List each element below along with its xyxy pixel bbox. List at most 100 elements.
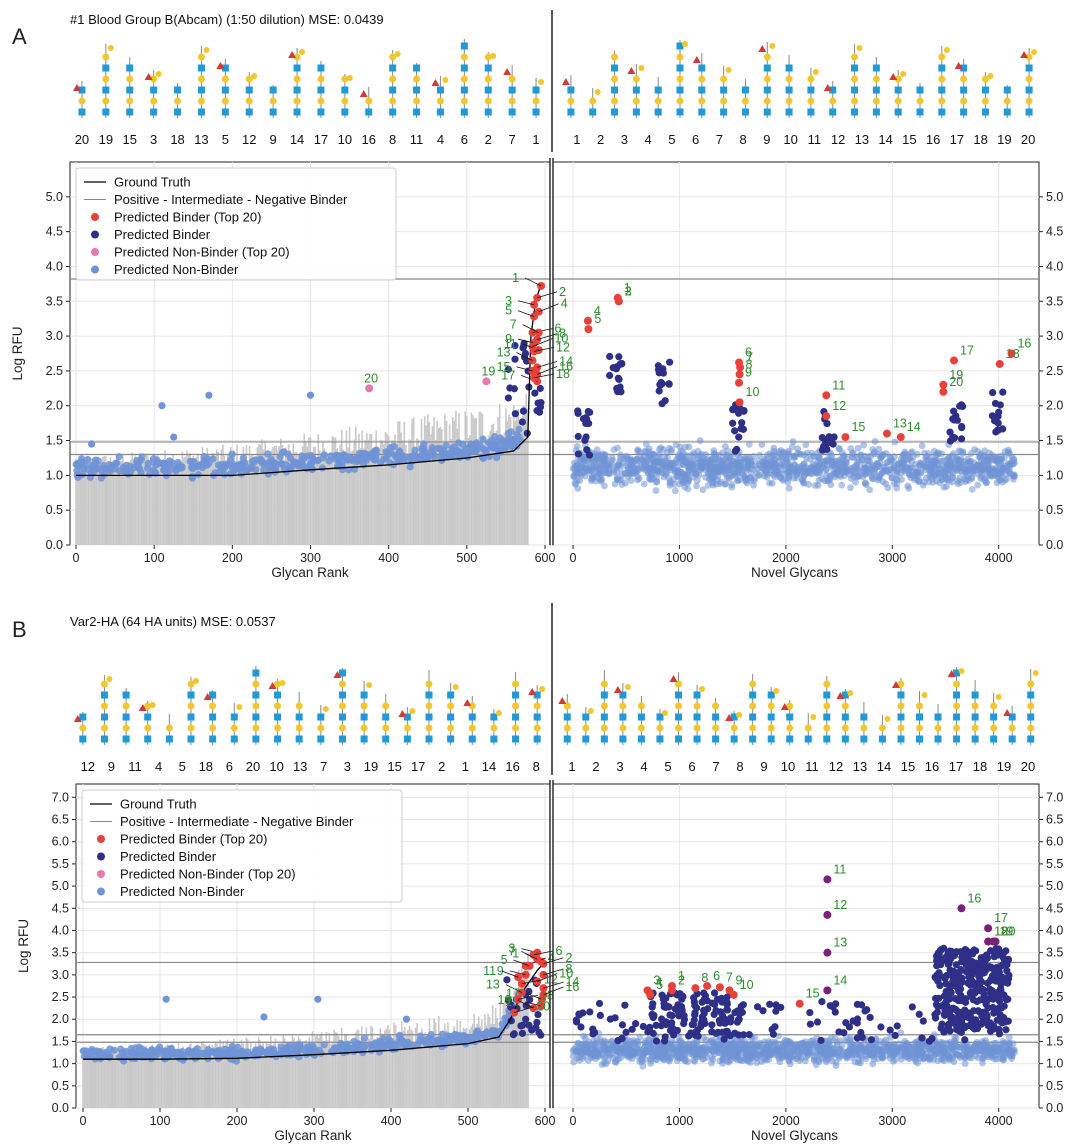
y-tick-label-right: 4.5 (1046, 225, 1063, 239)
x-axis-label-left: Glycan Rank (271, 565, 349, 580)
y-tick-label-right: 2.0 (1046, 1012, 1063, 1026)
glycan-circle (341, 97, 349, 105)
glycan-square (126, 86, 134, 94)
point-nonbinder (515, 425, 523, 433)
glycan-circle (611, 97, 619, 105)
point-nonbinder (857, 451, 865, 459)
glycan-circle (953, 724, 961, 732)
glycan-triangle (268, 682, 277, 689)
point-nonbinder (102, 1050, 110, 1058)
point-nonbinder (611, 480, 619, 488)
point-binder (574, 450, 582, 458)
point-nonbinder (967, 449, 975, 457)
glycan-square (252, 735, 260, 743)
point-nonbinder (192, 463, 201, 471)
point-nonbinder (871, 448, 878, 456)
y-tick-label-left: 5.0 (52, 879, 69, 893)
point-nonbinder (862, 465, 869, 472)
point-nonbinder (593, 466, 601, 474)
glycan-square (508, 86, 516, 94)
point-nonbinder (718, 478, 725, 486)
point-nonbinder (811, 481, 819, 489)
point-nonbinder (165, 457, 174, 465)
glycan-square (990, 735, 998, 743)
glycan-circle (563, 702, 571, 710)
point-nonbinder (572, 480, 580, 488)
y-tick-label-right: 2.5 (1046, 364, 1063, 378)
glycan-circle (600, 680, 608, 688)
glycan-triangle (558, 697, 567, 704)
glycan-square (851, 64, 859, 72)
point-nonbinder (399, 452, 407, 460)
point-binder (533, 406, 541, 415)
legend-swatch-dot (91, 265, 99, 274)
y-tick-label-left: 5.5 (52, 857, 69, 871)
point-nonbinder (170, 433, 178, 441)
glycan-circle (126, 75, 134, 83)
glycan-triangle (138, 704, 147, 711)
glycan-label: 11 (128, 759, 142, 774)
glycan-circle (102, 53, 110, 61)
point-nonbinder (255, 1048, 264, 1056)
point-nonbinder (1001, 447, 1009, 455)
glycan-square (589, 108, 597, 116)
glycan-circle (981, 75, 989, 83)
glycan-circle (656, 724, 664, 732)
y-tick-label-left: 4.5 (52, 901, 69, 915)
glycan-circle (447, 702, 455, 710)
glycan-square (698, 86, 706, 94)
glycan-square (693, 713, 701, 721)
glycan-square (460, 42, 468, 50)
annotation-label: 8 (559, 327, 566, 341)
point-nonbinder (515, 433, 523, 441)
glycan-square (785, 64, 793, 72)
point-nonbinder (320, 1041, 328, 1049)
glycan-circle (366, 682, 373, 688)
glycan-label: 12 (829, 759, 843, 774)
point-nonbinder (685, 443, 693, 451)
point-nonbinder (260, 466, 268, 474)
glycan-circle (841, 724, 849, 732)
point-nonbinder (358, 449, 367, 457)
glycan-circle (495, 710, 502, 716)
point-binder (584, 407, 592, 416)
annotation-label: 4 (561, 297, 568, 311)
point-nonbinder (973, 461, 981, 469)
point-nonbinder (876, 471, 884, 479)
point-nonbinder-top20 (482, 377, 491, 386)
glycan-circle (346, 75, 353, 81)
glycan-square (209, 691, 217, 699)
glycan-circle (252, 724, 260, 732)
glycan-label: 4 (155, 759, 162, 774)
glycan-circle (221, 97, 229, 105)
annotation-leader (517, 310, 535, 317)
glycan-triangle (692, 56, 701, 63)
annotation-label: 1 (512, 947, 519, 961)
glycan-square (1008, 735, 1016, 743)
point-binder (956, 402, 964, 410)
glycan-circle (508, 97, 516, 105)
point-binder (734, 409, 743, 417)
glycan-square (1003, 108, 1011, 116)
point-nonbinder (286, 1051, 294, 1059)
point-nonbinder (292, 1047, 300, 1055)
glycan-square (252, 691, 260, 699)
y-tick-label-left: 7.0 (52, 790, 69, 804)
point-nonbinder (314, 995, 322, 1003)
glycan-square (209, 713, 217, 721)
x-tick-label: 2000 (772, 551, 800, 565)
glycan-square (730, 735, 738, 743)
point-nonbinder (919, 463, 927, 471)
point-nonbinder (803, 449, 811, 457)
glycan-label: 16 (362, 132, 376, 147)
annotation-label: 13 (893, 417, 907, 431)
point-nonbinder (204, 455, 212, 463)
glycan-circle (1031, 49, 1038, 55)
point-nonbinder (411, 446, 419, 454)
glycan-circle (872, 97, 880, 105)
glycan-circle (245, 75, 253, 83)
point-nonbinder (721, 443, 729, 450)
glycan-circle (236, 704, 243, 710)
x-tick-label: 0 (570, 551, 577, 565)
point-nonbinder (310, 1051, 319, 1059)
